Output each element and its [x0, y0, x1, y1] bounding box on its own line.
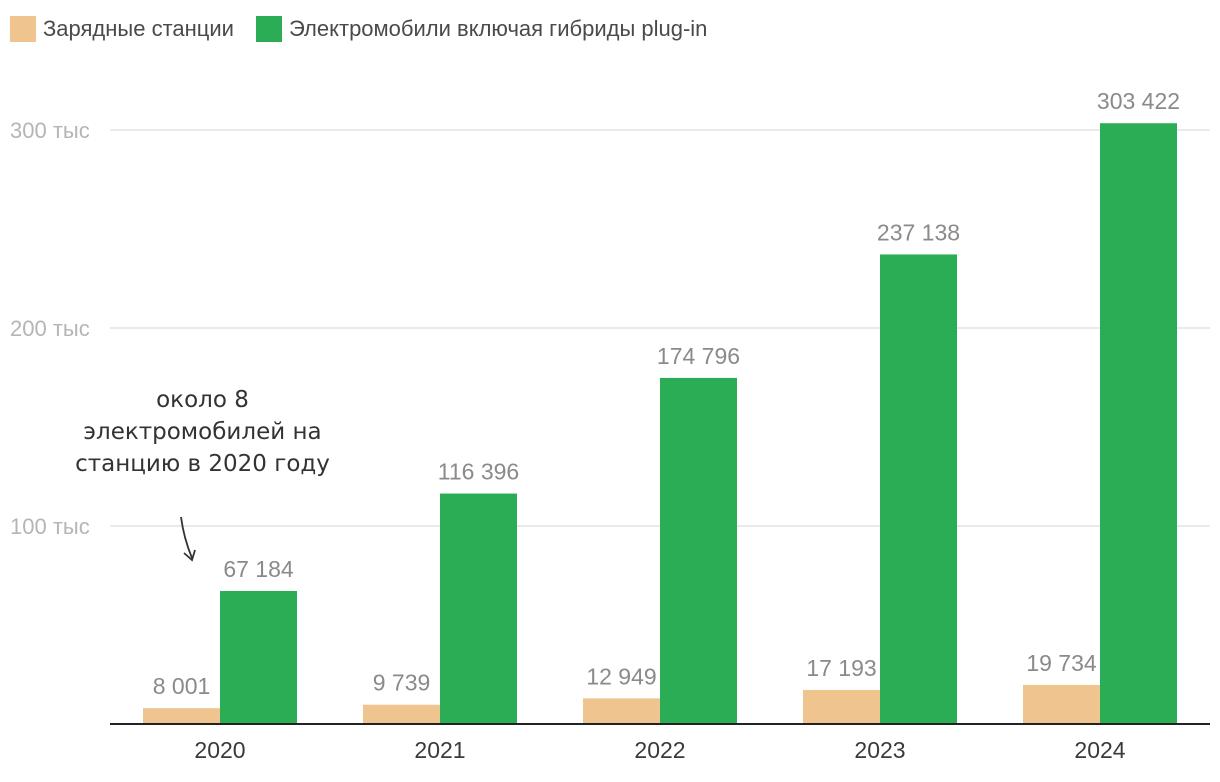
annotation-arrowhead: [183, 549, 196, 562]
x-tick-label: 2021: [414, 737, 465, 763]
bar-evs: [880, 254, 957, 724]
bar-stations: [363, 704, 440, 724]
data-label: 303 422: [1097, 88, 1180, 114]
data-label: 116 396: [438, 459, 519, 485]
legend-swatch-stations: [10, 16, 36, 42]
bar-stations: [1023, 684, 1100, 724]
bar-evs: [220, 590, 297, 724]
data-label: 12 949: [586, 663, 656, 689]
legend-item-stations: Зарядные станции: [10, 16, 234, 42]
data-label: 67 184: [223, 556, 294, 582]
x-tick-label: 2020: [194, 737, 245, 763]
data-label: 17 193: [806, 655, 876, 681]
legend-label-stations: Зарядные станции: [43, 16, 234, 41]
y-tick-label: 100 тыс: [10, 514, 90, 539]
bar-evs: [440, 493, 517, 724]
bar-evs: [1100, 123, 1177, 725]
legend-label-evs: Электромобили включая гибриды plug-in: [288, 16, 708, 41]
annotation-arrow: [180, 516, 193, 559]
annotation-text: около 8 электромобилей на станцию в 2020…: [75, 387, 330, 477]
data-label: 19 734: [1026, 650, 1097, 676]
x-tick-label: 2022: [634, 737, 685, 763]
legend-item-evs: Электромобили включая гибриды plug-in: [255, 16, 708, 42]
bar-stations: [143, 708, 220, 724]
x-tick-labels: 2020 2021 2022 2023 2024: [194, 737, 1125, 763]
y-tick-label: 200 тыс: [10, 316, 90, 341]
bar-evs: [660, 377, 737, 724]
legend-swatch-evs: [255, 16, 282, 42]
data-label: 237 138: [877, 219, 960, 245]
data-label: 8 001: [153, 673, 211, 699]
x-tick-label: 2023: [854, 737, 905, 763]
data-label: 9 739: [373, 670, 431, 696]
value-labels: 8 001 67 184 9 739 116 396 12 949 174 796 17 1…: [153, 88, 1180, 699]
data-label: 174 796: [657, 343, 740, 369]
x-tick-label: 2024: [1074, 737, 1125, 763]
legend: Зарядные станции Электромобили включая г…: [10, 12, 729, 46]
bar-stations: [583, 698, 660, 724]
bar-stations: [803, 689, 880, 724]
bars: [143, 123, 1177, 725]
y-tick-label: 300 тыс: [10, 118, 90, 143]
